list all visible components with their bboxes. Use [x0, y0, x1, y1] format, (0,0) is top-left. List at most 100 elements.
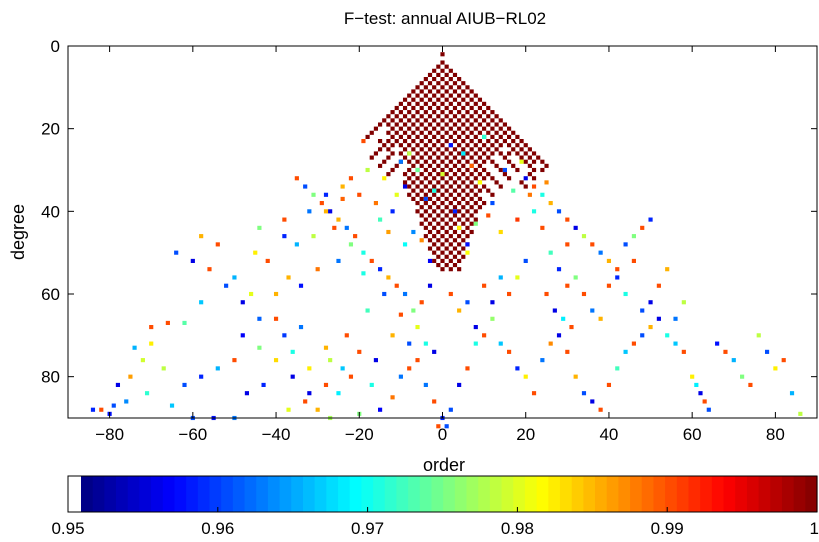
data-cell: [556, 267, 562, 272]
colorbar-segment: [162, 476, 176, 512]
data-cell: [473, 341, 478, 346]
data-cell: [494, 139, 499, 144]
data-cell: [144, 391, 150, 396]
data-cell: [427, 122, 433, 127]
data-cell: [440, 192, 445, 197]
data-cell: [432, 258, 437, 263]
data-cell: [344, 333, 349, 338]
data-cell: [419, 97, 424, 102]
colorbar-segment: [676, 476, 690, 512]
data-cell: [323, 192, 329, 197]
data-cell: [556, 333, 562, 338]
data-cell: [461, 81, 466, 86]
data-cell: [465, 201, 470, 206]
data-cell: [427, 72, 433, 77]
data-cell: [486, 213, 491, 218]
data-cell: [452, 147, 458, 152]
data-cell: [427, 89, 433, 94]
data-cell: [448, 143, 453, 148]
data-cell: [473, 167, 478, 173]
data-cell: [290, 374, 295, 379]
data-cell: [440, 217, 445, 222]
data-cell: [461, 196, 466, 201]
data-cell: [311, 192, 316, 197]
data-cell: [440, 201, 445, 206]
data-cell: [303, 399, 308, 404]
data-cell: [461, 221, 466, 226]
data-cell: [527, 163, 532, 168]
data-cell: [511, 139, 516, 144]
data-cell: [473, 217, 478, 222]
data-cell: [419, 196, 424, 201]
data-cell: [477, 155, 483, 160]
data-cell: [419, 188, 424, 193]
data-cell: [436, 180, 441, 185]
data-cell: [398, 159, 403, 164]
data-cell: [436, 64, 441, 69]
data-cell: [486, 114, 491, 119]
data-cell: [411, 89, 416, 94]
data-cell: [436, 172, 441, 177]
data-cell: [415, 184, 420, 189]
data-cell: [444, 114, 449, 119]
data-cell: [132, 345, 137, 350]
data-cell: [457, 118, 462, 123]
data-cell: [436, 196, 441, 201]
data-cell: [448, 167, 453, 173]
data-cell: [382, 118, 387, 123]
colorbar-segment: [431, 476, 444, 512]
data-cell: [448, 176, 453, 181]
data-cell: [282, 217, 287, 222]
data-cell: [452, 105, 458, 111]
data-cell: [273, 316, 279, 321]
data-cell: [336, 391, 341, 396]
colorbar-segment: [349, 476, 362, 512]
colorbar-segment: [641, 476, 655, 512]
data-cell: [444, 213, 449, 218]
data-cell: [432, 201, 437, 206]
data-cell: [540, 225, 545, 230]
data-cell: [386, 114, 391, 119]
data-cell: [415, 201, 420, 206]
data-cell: [486, 147, 491, 152]
data-cell: [482, 184, 487, 189]
data-cell: [407, 192, 412, 197]
data-cell: [390, 209, 395, 214]
data-cell: [411, 163, 416, 168]
data-cell: [482, 283, 487, 288]
data-cell: [390, 134, 395, 139]
data-cell: [536, 155, 541, 160]
data-cell: [419, 163, 424, 168]
data-cell: [531, 167, 537, 173]
data-cell: [407, 110, 412, 115]
data-cell: [440, 60, 445, 65]
colorbar-segment: [291, 476, 304, 512]
data-cell: [290, 349, 295, 354]
data-cell: [432, 110, 437, 115]
data-cell: [457, 143, 462, 148]
x-axis-ticks: −80 −60 −40 −20 0 20 40 60 80: [95, 46, 785, 444]
data-cell: [606, 283, 612, 288]
data-cell: [764, 349, 770, 354]
data-cell: [444, 238, 449, 243]
data-cell: [448, 250, 453, 255]
colorbar-segment: [583, 476, 596, 512]
colorbar-segment: [571, 476, 584, 512]
data-cell: [365, 308, 370, 313]
data-cell: [498, 229, 503, 235]
data-cell: [465, 225, 470, 230]
data-cell: [444, 254, 449, 259]
data-cell: [461, 246, 466, 251]
data-cell: [423, 192, 428, 197]
data-cell: [477, 139, 483, 144]
data-cell: [440, 101, 445, 106]
data-cell: [606, 258, 612, 263]
plot-area: [68, 46, 817, 418]
data-cell: [448, 234, 453, 239]
data-cell: [465, 192, 470, 197]
data-cell: [340, 366, 345, 371]
data-cell: [552, 308, 557, 313]
data-cell: [411, 172, 416, 177]
colorbar-segment: [186, 476, 199, 512]
data-cell: [448, 407, 453, 412]
